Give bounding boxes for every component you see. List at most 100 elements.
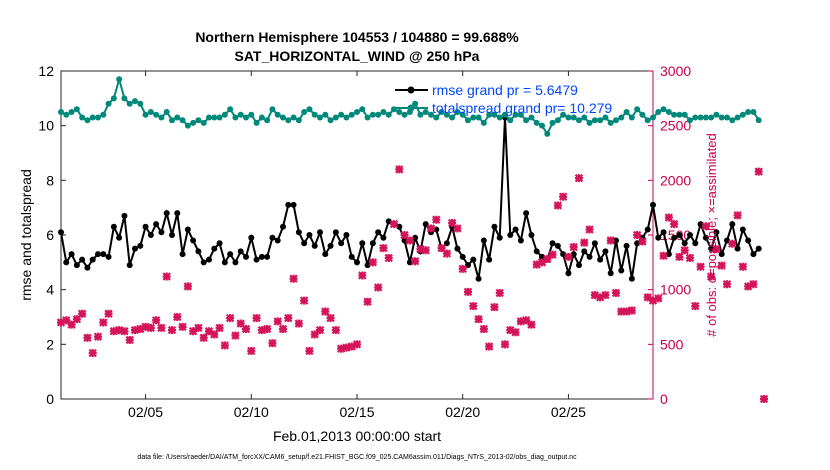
data-point <box>681 240 688 247</box>
data-point <box>449 114 456 121</box>
data-point <box>79 256 86 263</box>
data-point <box>560 251 567 258</box>
obs-count-marker <box>130 325 140 335</box>
obs-count-marker <box>363 297 372 306</box>
data-point <box>95 114 101 121</box>
data-point <box>348 253 355 260</box>
obs-count-marker <box>543 254 552 264</box>
obs-count-marker <box>241 324 251 334</box>
data-point <box>322 111 329 118</box>
obs-count-marker <box>675 252 684 262</box>
data-point <box>591 240 598 247</box>
y-right-tick-label: 500 <box>660 336 684 352</box>
obs-count-marker <box>136 324 145 334</box>
data-point <box>475 275 482 282</box>
obs-count-marker <box>511 328 520 337</box>
obs-count-marker <box>537 258 547 267</box>
data-point <box>401 111 408 118</box>
data-point <box>650 114 656 121</box>
data-point <box>163 210 170 217</box>
obs-count-marker <box>83 333 92 342</box>
y-right-tick-label: 0 <box>660 391 668 407</box>
data-point <box>665 109 672 115</box>
data-point <box>385 218 392 225</box>
legend-rmse-label: rmse grand pr = 5.6479 <box>432 82 578 98</box>
data-point <box>702 234 709 241</box>
obs-count-marker <box>595 293 605 302</box>
data-point <box>195 248 202 255</box>
y-tick-label: 10 <box>38 118 54 134</box>
obs-count-marker <box>574 173 584 183</box>
y-axis-left: 0 2 4 6 8 10 12 <box>38 63 66 407</box>
data-point <box>343 114 350 121</box>
data-point <box>750 109 757 115</box>
data-point <box>142 111 149 118</box>
data-point <box>243 114 249 121</box>
data-point <box>523 117 530 124</box>
data-point <box>581 114 588 121</box>
obs-count-marker <box>558 192 568 201</box>
data-point <box>470 114 477 121</box>
data-point <box>343 232 350 238</box>
obs-count-marker <box>231 331 240 340</box>
obs-count-marker <box>696 262 705 271</box>
data-point <box>729 117 736 124</box>
obs-count-marker <box>506 325 515 335</box>
data-point <box>639 111 646 118</box>
data-point <box>634 106 641 113</box>
obs-count-marker <box>643 293 652 302</box>
obs-count-marker <box>194 323 203 333</box>
obs-count-marker <box>569 242 578 252</box>
data-point <box>718 114 725 121</box>
obs-count-marker <box>284 313 293 323</box>
obs-count-marker <box>93 332 103 341</box>
obs-count-marker <box>162 272 171 281</box>
x-tick-label: 02/15 <box>339 404 374 420</box>
obs-count-marker <box>421 246 430 255</box>
data-point <box>671 234 678 241</box>
data-point <box>338 240 345 247</box>
data-point <box>628 114 635 121</box>
obs-count-marker <box>220 341 230 350</box>
data-point <box>354 259 360 266</box>
data-point <box>232 259 239 266</box>
obs-count-marker <box>548 250 557 259</box>
data-point <box>121 212 128 219</box>
data-point <box>602 248 609 255</box>
data-point <box>179 251 186 258</box>
data-point <box>565 114 572 121</box>
obs-count-marker <box>173 312 182 322</box>
data-point <box>306 106 313 113</box>
obs-count-marker <box>453 224 462 233</box>
data-point <box>623 242 630 249</box>
obs-count-marker <box>305 346 314 356</box>
data-point <box>132 245 138 252</box>
data-point <box>63 259 70 266</box>
obs-count-marker <box>701 222 711 231</box>
data-point <box>459 111 466 118</box>
data-point <box>734 245 741 252</box>
obs-count-marker <box>225 313 235 323</box>
data-point <box>475 114 482 121</box>
data-point <box>274 111 281 118</box>
data-point <box>375 229 382 236</box>
data-point <box>126 100 133 107</box>
data-point <box>676 232 683 238</box>
obs-count-marker <box>104 309 113 318</box>
obs-count-marker <box>463 287 473 297</box>
obs-count-marker <box>669 219 679 229</box>
data-point <box>528 232 535 238</box>
data-point <box>95 251 101 258</box>
data-point <box>718 251 725 258</box>
data-point <box>586 119 593 126</box>
data-point <box>232 114 239 121</box>
chart-title: Northern Hemisphere 104553 / 104880 = 99… <box>195 29 519 45</box>
data-point <box>660 229 667 236</box>
obs-count-marker <box>617 307 626 316</box>
data-point <box>68 109 75 115</box>
data-point <box>280 114 286 121</box>
data-point <box>544 130 551 137</box>
data-point <box>576 117 582 124</box>
legend-spread-marker <box>407 104 415 112</box>
data-point <box>739 226 746 233</box>
